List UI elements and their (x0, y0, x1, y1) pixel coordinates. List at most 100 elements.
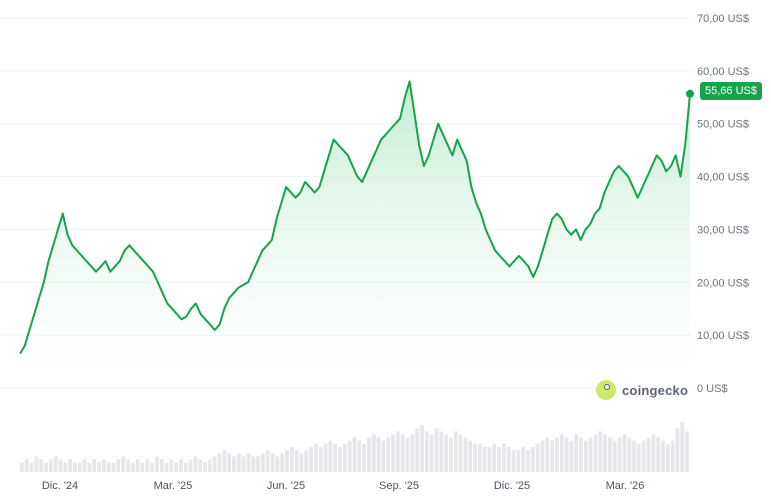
volume-bar (651, 434, 656, 472)
x-tick-label: Mar. '26 (606, 480, 645, 492)
volume-bar (246, 453, 251, 472)
volume-bar (506, 447, 511, 472)
volume-bar (145, 459, 150, 472)
y-tick-label: 50,00 US$ (697, 119, 749, 131)
volume-bar (217, 453, 222, 472)
volume-bar (545, 437, 550, 472)
volume-bar (530, 447, 535, 472)
volume-bar (415, 428, 420, 472)
last-price-dot (686, 89, 694, 98)
volume-bar (448, 437, 453, 472)
volume-bar (164, 462, 169, 472)
volume-bar (646, 437, 651, 472)
volume-bar (309, 447, 314, 472)
volume-bar (564, 437, 569, 472)
volume-bar (463, 437, 468, 472)
volume-bar (135, 459, 140, 472)
volume-bar (685, 431, 689, 472)
volume-bar (622, 434, 627, 472)
volume-bar (540, 440, 545, 472)
volume-bar (289, 447, 294, 472)
volume-bar (285, 450, 289, 472)
x-tick-label: Mar. '25 (154, 480, 193, 492)
volume-bar (299, 453, 304, 472)
volume-bar (439, 431, 444, 472)
volume-bar (68, 459, 73, 472)
y-tick-label: 20,00 US$ (697, 277, 749, 289)
volume-bar (77, 462, 82, 472)
volume-bar (227, 453, 232, 472)
volume-bar (453, 431, 458, 472)
price-line (19, 80, 691, 355)
y-axis: 70,00 US$ 60,00 US$ 50,00 US$ 40,00 US$ 30,0… (697, 13, 749, 395)
volume-bar (636, 443, 641, 472)
watermark-text: coingecko (622, 382, 689, 398)
volume-bar (444, 434, 448, 472)
volume-bar (497, 447, 502, 472)
volume-bar (487, 447, 492, 472)
volume-bar (39, 459, 44, 472)
volume-bar (333, 443, 338, 472)
volume-bar (473, 443, 477, 472)
volume-bar (391, 434, 395, 472)
volume-bar (53, 456, 58, 472)
volume-bar (656, 437, 661, 472)
volume-bar (347, 440, 352, 472)
volume-bar (526, 450, 530, 472)
volume-bar (92, 459, 97, 472)
volume-bar (598, 431, 603, 472)
volume-bar (236, 453, 241, 472)
volume-bar (251, 456, 256, 472)
volume-bar (352, 437, 357, 472)
volume-bar (73, 462, 77, 472)
volume-bar (140, 462, 145, 472)
volume-bar (550, 440, 555, 472)
y-tick-label: 30,00 US$ (697, 224, 749, 236)
volume-bar (482, 447, 487, 472)
x-tick-label: Dic. '25 (494, 480, 530, 492)
volume-bar (48, 459, 53, 472)
volume-bar (116, 459, 121, 472)
volume-bar (323, 443, 328, 472)
volume-bar (87, 462, 92, 472)
volume-bar (222, 450, 227, 472)
volume-bar (130, 462, 135, 472)
volume-bar (516, 450, 521, 472)
volume-bar (256, 456, 261, 472)
volume-bar (357, 440, 362, 472)
volume-bar (121, 456, 126, 472)
volume-bar (261, 453, 265, 472)
x-tick-label: Jun. '25 (267, 480, 305, 492)
volume-bar (569, 440, 574, 472)
volume-bars (20, 422, 689, 472)
volume-bar (318, 447, 323, 472)
volume-bar (641, 440, 646, 472)
volume-bar (583, 440, 588, 472)
volume-bar (241, 456, 246, 472)
volume-bar (420, 425, 424, 472)
volume-bar (680, 422, 685, 472)
volume-bar (338, 447, 342, 472)
volume-bar (82, 459, 87, 472)
volume-bar (617, 437, 622, 472)
price-series-line (19, 80, 691, 355)
volume-bar (477, 443, 482, 472)
volume-bar (381, 440, 386, 472)
volume-bar (410, 434, 415, 472)
volume-bar (434, 428, 439, 472)
volume-bar (367, 437, 371, 472)
volume-bar (521, 447, 526, 472)
volume-bar (183, 462, 188, 472)
y-tick-label: 40,00 US$ (697, 172, 749, 184)
volume-bar (150, 462, 154, 472)
volume-bar (275, 456, 280, 472)
volume-bar (101, 459, 106, 472)
coingecko-logo-icon (596, 380, 616, 400)
volume-bar (203, 462, 207, 472)
volume-bar (429, 434, 434, 472)
volume-bar (603, 434, 608, 472)
volume-bar (304, 450, 309, 472)
volume-bar (198, 459, 203, 472)
volume-bar (169, 459, 174, 472)
